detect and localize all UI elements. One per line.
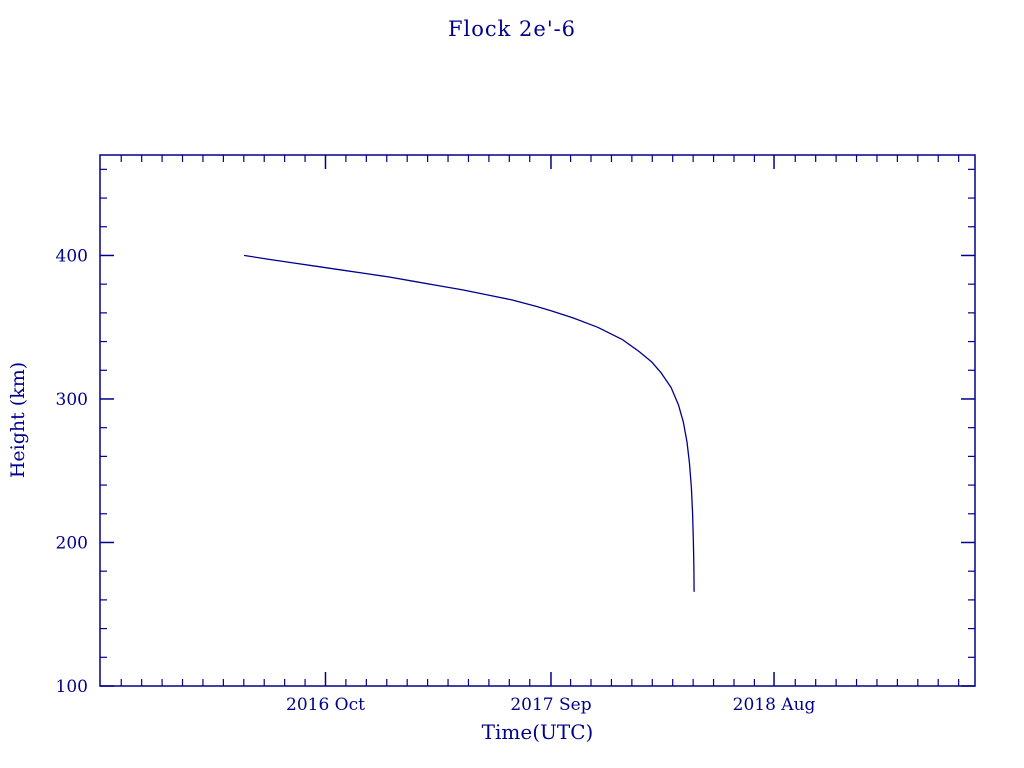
x-tick-label: 2018 Aug	[733, 695, 816, 715]
y-tick-label: 200	[56, 533, 88, 553]
x-tick-label: 2016 Oct	[286, 695, 365, 715]
y-tick-label: 400	[56, 246, 88, 266]
x-axis-label: Time(UTC)	[481, 720, 594, 744]
y-tick-label: 300	[56, 390, 88, 410]
x-tick-label: 2017 Sep	[510, 695, 591, 715]
chart-title: Flock 2e'-6	[447, 17, 577, 41]
plot-frame	[99, 154, 976, 687]
y-tick-label: 100	[56, 677, 88, 697]
decay-curve	[243, 254, 695, 592]
